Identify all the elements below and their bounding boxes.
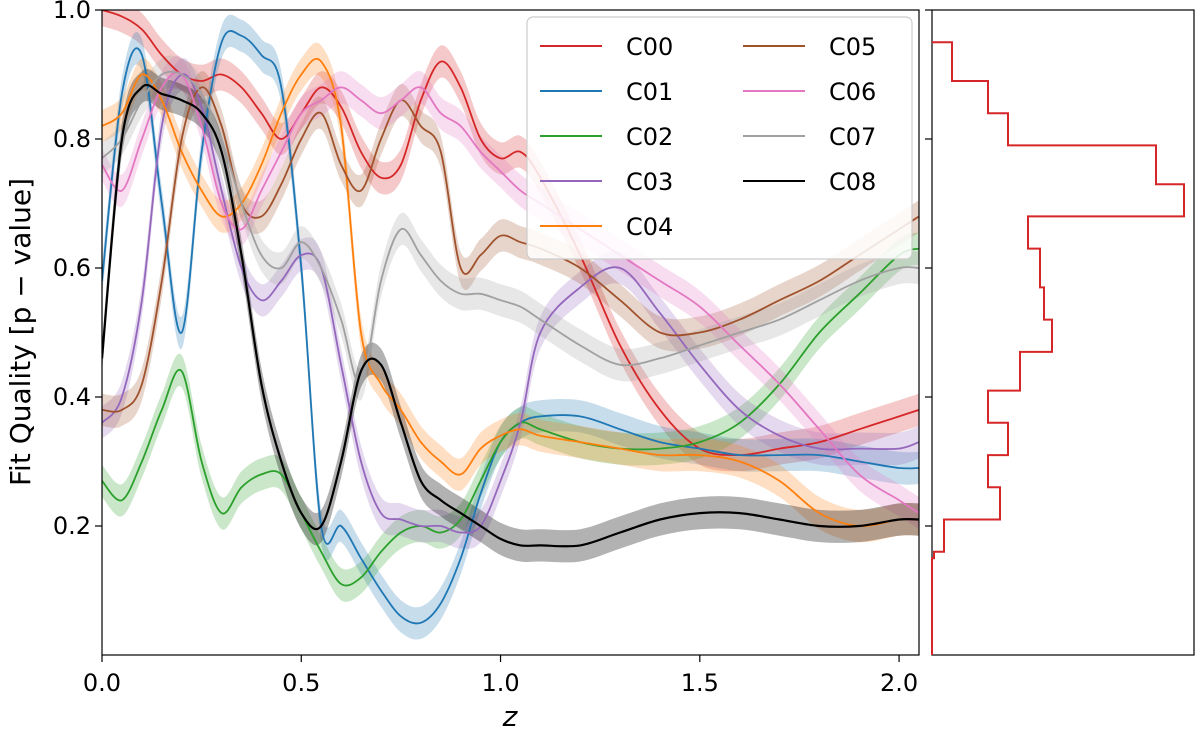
legend-entry-c06: C06 xyxy=(743,78,876,106)
band-c08 xyxy=(102,68,919,563)
line-c07 xyxy=(102,70,919,386)
legend: C00 C01 C02 C03 C04 C05 C06 C07 C08 xyxy=(526,16,913,260)
band-c07 xyxy=(102,55,919,401)
x-axis-ticks: 0.0 0.5 1.0 1.5 2.0 xyxy=(83,655,918,697)
band-c04 xyxy=(102,42,919,543)
band-c02 xyxy=(102,232,919,602)
histogram-steps xyxy=(931,41,1185,655)
legend-entry-c08: C08 xyxy=(743,168,876,196)
legend-label: C01 xyxy=(626,78,673,106)
line-c00 xyxy=(102,10,919,457)
x-tick-label: 2.0 xyxy=(880,669,918,697)
y-axis-label: Fit Quality [p − value] xyxy=(4,178,37,486)
band-c00 xyxy=(102,10,919,472)
legend-label: C05 xyxy=(829,33,876,61)
line-c08 xyxy=(102,83,919,548)
line-c05 xyxy=(102,86,919,413)
legend-entry-c07: C07 xyxy=(743,123,876,151)
series-lines xyxy=(102,10,919,625)
x-tick-label: 1.5 xyxy=(681,669,719,697)
legend-label: C03 xyxy=(626,168,673,196)
legend-entry-c05: C05 xyxy=(743,33,876,61)
histogram-panel xyxy=(925,9,1195,656)
y-tick-label: 0.8 xyxy=(53,125,91,153)
y-axis-ticks: 0.2 0.4 0.6 0.8 1.0 xyxy=(53,0,102,540)
line-c06 xyxy=(102,71,919,514)
legend-label: C00 xyxy=(626,33,673,61)
legend-box xyxy=(526,16,913,260)
main-axes-frame xyxy=(101,9,920,656)
legend-label: C08 xyxy=(829,168,876,196)
histogram-axes-frame xyxy=(931,9,1195,656)
x-tick-label: 0.0 xyxy=(83,669,121,697)
y-tick-label: 0.2 xyxy=(53,512,91,540)
legend-label: C04 xyxy=(626,213,673,241)
line-c03 xyxy=(102,73,919,534)
legend-entry-c03: C03 xyxy=(540,168,673,196)
x-tick-label: 0.5 xyxy=(282,669,320,697)
x-axis-label: z xyxy=(502,700,519,730)
line-c01 xyxy=(102,30,919,625)
y-tick-label: 0.6 xyxy=(53,254,91,282)
confidence-bands xyxy=(102,10,919,640)
band-c03 xyxy=(102,57,919,549)
y-tick-label: 0.4 xyxy=(53,383,91,411)
y-tick-label: 1.0 xyxy=(53,0,91,24)
legend-label: C06 xyxy=(829,78,876,106)
legend-label: C07 xyxy=(829,123,876,151)
main-line-chart: 0.0 0.5 1.0 1.5 2.0 0.2 0.4 0.6 0.8 1.0 z Fit Qu… xyxy=(4,0,920,730)
legend-entry-c04: C04 xyxy=(540,213,673,241)
legend-label: C02 xyxy=(626,123,673,151)
legend-entry-c00: C00 xyxy=(540,33,673,61)
x-tick-label: 1.0 xyxy=(481,669,519,697)
line-c04 xyxy=(102,57,919,527)
legend-entry-c01: C01 xyxy=(540,78,673,106)
histogram-y-ticks xyxy=(925,9,932,527)
band-c05 xyxy=(102,71,919,428)
legend-entry-c02: C02 xyxy=(540,123,673,151)
